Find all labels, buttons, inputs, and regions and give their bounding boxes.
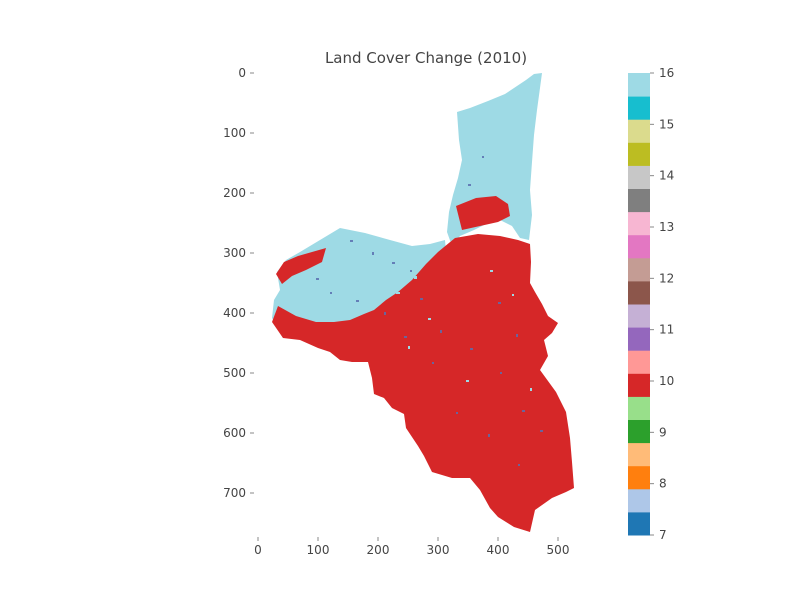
colorbar-segment xyxy=(628,234,650,259)
speckle xyxy=(470,348,473,350)
colorbar-tick-label: 14 xyxy=(659,169,674,183)
speckle xyxy=(410,270,412,272)
region-class-10 xyxy=(272,234,574,532)
colorbar-segment xyxy=(628,465,650,490)
speckle xyxy=(316,278,319,280)
colorbar-segment xyxy=(628,304,650,328)
speckle-layer-cyan xyxy=(380,254,532,391)
speckle xyxy=(392,262,395,264)
map-title: Land Cover Change (2010) xyxy=(325,49,527,67)
speckle xyxy=(420,298,423,300)
speckle xyxy=(396,292,400,294)
speckle xyxy=(330,292,332,294)
colorbar-segment xyxy=(628,488,650,513)
speckle xyxy=(356,300,359,302)
speckle xyxy=(408,346,410,349)
map-area xyxy=(272,73,574,532)
y-tick-label: 400 xyxy=(223,306,246,320)
colorbar-segment xyxy=(628,119,650,143)
colorbar: 7 8 9 10 11 12 13 14 15 16 xyxy=(628,66,674,542)
speckle xyxy=(402,254,406,257)
colorbar-tick-label: 15 xyxy=(659,117,674,131)
speckle xyxy=(440,330,442,333)
speckle xyxy=(432,362,434,364)
x-tick-label: 400 xyxy=(487,543,510,557)
region-class-10-west-strip xyxy=(276,248,326,284)
region-class-10-mid-patch xyxy=(456,196,510,230)
x-tick-label: 300 xyxy=(427,543,450,557)
speckle xyxy=(540,430,543,432)
x-tick-label: 500 xyxy=(547,543,570,557)
speckle xyxy=(384,312,386,315)
speckle xyxy=(488,434,490,437)
colorbar-segment xyxy=(628,396,650,420)
y-tick-label: 300 xyxy=(223,246,246,260)
y-tick-label: 600 xyxy=(223,426,246,440)
colorbar-segment xyxy=(628,280,650,305)
speckle xyxy=(522,410,525,412)
speckle xyxy=(456,412,458,414)
speckle xyxy=(490,270,493,272)
y-tick-label: 700 xyxy=(223,486,246,500)
colorbar-segment xyxy=(628,188,650,213)
colorbar-segment xyxy=(628,73,650,97)
colorbar-tick-label: 8 xyxy=(659,477,667,491)
speckle xyxy=(482,156,484,158)
y-axis: 0 100 200 300 400 500 600 700 xyxy=(223,66,254,500)
speckle xyxy=(372,252,374,255)
colorbar-tick-label: 10 xyxy=(659,374,674,388)
colorbar-segment xyxy=(628,327,650,351)
y-tick-label: 100 xyxy=(223,126,246,140)
x-tick-label: 100 xyxy=(307,543,330,557)
y-tick-label: 0 xyxy=(238,66,246,80)
colorbar-segment xyxy=(628,142,650,166)
speckle-layer xyxy=(316,156,543,466)
speckle xyxy=(466,380,469,382)
colorbar-segment xyxy=(628,511,650,536)
speckle xyxy=(468,184,471,186)
speckle xyxy=(414,276,417,279)
y-tick-label: 200 xyxy=(223,186,246,200)
colorbar-tick-label: 13 xyxy=(659,220,674,234)
colorbar-segment xyxy=(628,257,650,282)
colorbar-segment xyxy=(628,350,650,374)
colorbar-tick-label: 7 xyxy=(659,528,667,542)
speckle xyxy=(350,240,353,242)
speckle xyxy=(518,464,520,466)
colorbar-segment xyxy=(628,442,650,467)
speckle xyxy=(498,302,501,304)
colorbar-segment xyxy=(628,419,650,444)
colorbar-segment xyxy=(628,96,650,120)
x-tick-label: 200 xyxy=(367,543,390,557)
colorbar-tick-label: 16 xyxy=(659,66,674,80)
speckle xyxy=(530,388,532,391)
speckle xyxy=(516,334,518,337)
speckle xyxy=(512,294,514,296)
colorbar-tick-label: 9 xyxy=(659,425,667,439)
x-axis: 0 100 200 300 400 500 xyxy=(254,537,569,557)
colorbar-segment xyxy=(628,373,650,397)
x-tick-label: 0 xyxy=(254,543,262,557)
colorbar-tick-label: 12 xyxy=(659,271,674,285)
colorbar-tick-label: 11 xyxy=(659,323,674,337)
y-tick-label: 500 xyxy=(223,366,246,380)
speckle xyxy=(380,286,383,289)
colorbar-segment xyxy=(628,211,650,236)
colorbar-segment xyxy=(628,165,650,189)
speckle xyxy=(404,336,407,338)
speckle xyxy=(500,372,502,374)
speckle xyxy=(428,318,431,320)
